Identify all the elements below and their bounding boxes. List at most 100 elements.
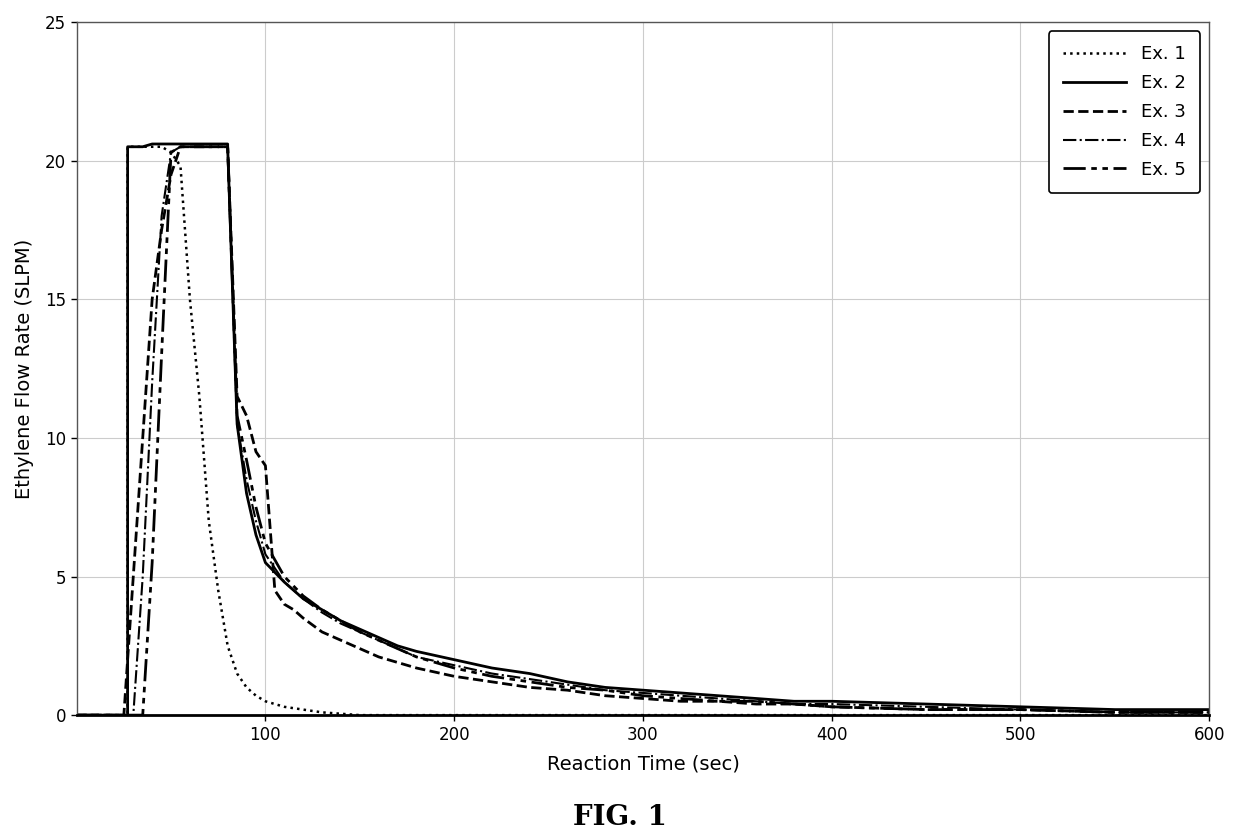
Ex. 5: [598, 685, 613, 696]
Ex. 2: [1013, 701, 1028, 711]
Ex. 4: [786, 699, 801, 709]
Ex. 4: [182, 142, 197, 152]
Ex. 3: [485, 677, 500, 687]
Ex. 2: [371, 633, 386, 643]
Ex. 5: [295, 591, 310, 601]
Ex. 3: [522, 682, 537, 692]
Line: Ex. 3: Ex. 3: [77, 147, 1209, 715]
Ex. 1: [154, 142, 169, 152]
Ex. 5: [164, 148, 179, 158]
Ex. 5: [182, 142, 197, 152]
Ex. 1: [391, 710, 405, 720]
Ex. 5: [371, 635, 386, 645]
Ex. 1: [352, 710, 367, 720]
Ex. 5: [221, 142, 236, 152]
Ex. 1: [125, 142, 140, 152]
Ex. 1: [598, 710, 613, 720]
Ex. 5: [522, 677, 537, 687]
Ex. 2: [749, 694, 764, 704]
Ex. 2: [825, 696, 839, 706]
Ex. 2: [221, 142, 236, 152]
Ex. 5: [560, 682, 575, 692]
Ex. 3: [409, 663, 424, 673]
Ex. 1: [120, 710, 135, 720]
Ex. 4: [248, 516, 263, 526]
Ex. 2: [598, 682, 613, 692]
Ex. 5: [673, 694, 688, 704]
Legend: Ex. 1, Ex. 2, Ex. 3, Ex. 4, Ex. 5: Ex. 1, Ex. 2, Ex. 3, Ex. 4, Ex. 5: [1049, 31, 1200, 193]
Ex. 5: [145, 558, 160, 568]
Ex. 3: [229, 391, 244, 401]
Ex. 5: [334, 616, 348, 626]
Ex. 3: [1107, 707, 1122, 717]
Ex. 3: [164, 169, 179, 180]
Ex. 4: [258, 550, 273, 560]
Ex. 4: [295, 594, 310, 604]
Ex. 2: [192, 139, 207, 149]
Ex. 1: [919, 710, 934, 720]
Ex. 2: [711, 690, 725, 701]
Ex. 3: [598, 690, 613, 701]
Ex. 2: [120, 142, 135, 152]
Ex. 1: [229, 669, 244, 679]
Text: FIG. 1: FIG. 1: [573, 804, 667, 831]
Ex. 4: [315, 607, 330, 618]
Ex. 2: [125, 142, 140, 152]
Ex. 1: [182, 294, 197, 305]
Ex. 4: [598, 685, 613, 696]
Ex. 1: [145, 142, 160, 152]
Ex. 3: [1013, 705, 1028, 715]
Ex. 3: [117, 710, 131, 720]
Ex. 1: [522, 710, 537, 720]
Ex. 2: [145, 139, 160, 149]
Ex. 1: [485, 710, 500, 720]
Ex. 3: [182, 142, 197, 152]
Ex. 4: [352, 627, 367, 637]
Ex. 2: [409, 646, 424, 656]
Ex. 3: [673, 696, 688, 706]
Ex. 5: [352, 627, 367, 637]
Ex. 3: [919, 705, 934, 715]
Ex. 1: [258, 696, 273, 706]
Ex. 3: [69, 710, 84, 720]
Ex. 2: [315, 605, 330, 615]
Ex. 5: [786, 699, 801, 709]
Ex. 5: [239, 455, 254, 465]
Ex. 3: [258, 461, 273, 471]
Ex. 4: [239, 474, 254, 484]
Ex. 4: [211, 142, 226, 152]
Ex. 3: [334, 635, 348, 645]
Ex. 1: [135, 142, 150, 152]
Ex. 2: [164, 139, 179, 149]
Ex. 2: [258, 558, 273, 568]
Ex. 2: [446, 654, 461, 664]
Ex. 2: [1202, 705, 1216, 715]
Ex. 4: [192, 142, 207, 152]
Ex. 4: [749, 696, 764, 706]
Ex. 5: [154, 350, 169, 360]
Ex. 3: [371, 652, 386, 662]
Ex. 1: [636, 710, 651, 720]
Ex. 5: [174, 142, 188, 152]
Ex. 5: [409, 652, 424, 662]
Ex. 3: [749, 699, 764, 709]
Ex. 4: [125, 710, 140, 720]
Ex. 2: [120, 710, 135, 720]
Ex. 1: [446, 710, 461, 720]
Ex. 1: [560, 710, 575, 720]
Ex. 4: [391, 644, 405, 654]
Ex. 4: [164, 148, 179, 158]
Ex. 1: [192, 391, 207, 401]
Ex. 1: [201, 516, 216, 526]
Ex. 2: [352, 624, 367, 634]
Ex. 3: [201, 142, 216, 152]
Ex. 1: [409, 710, 424, 720]
Ex. 3: [352, 644, 367, 654]
Ex. 5: [636, 690, 651, 701]
Ex. 5: [749, 696, 764, 706]
Ex. 2: [211, 139, 226, 149]
Ex. 4: [201, 142, 216, 152]
Ex. 4: [485, 669, 500, 679]
Ex. 3: [154, 225, 169, 235]
Ex. 1: [69, 710, 84, 720]
